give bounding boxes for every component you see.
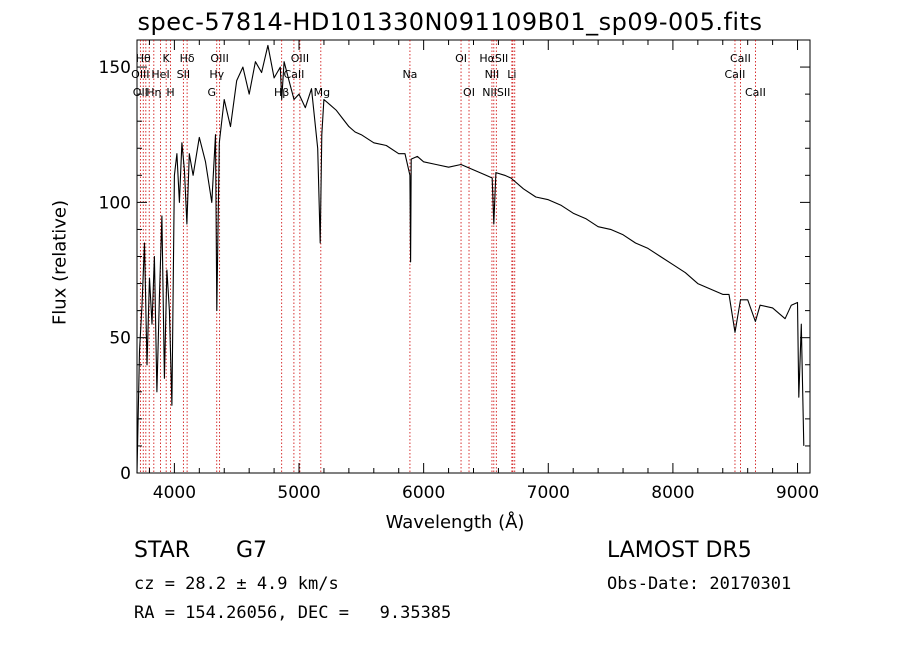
coordinates: RA = 154.26056, DEC = 9.35385 [134, 603, 452, 623]
survey-name: LAMOST DR5 [607, 538, 752, 563]
line-marker-label: Hβ [274, 86, 289, 99]
line-marker-label: K [163, 52, 171, 65]
object-subclass: G7 [236, 538, 268, 563]
chart-title: spec-57814-HD101330N091109B01_sp09-005.f… [137, 8, 763, 36]
observation-date: Obs-Date: 20170301 [607, 574, 792, 594]
line-marker-label: H [166, 86, 174, 99]
line-marker-label: Li [507, 68, 516, 81]
line-marker-label: SII [177, 68, 190, 81]
line-marker-label: Hθ [136, 52, 151, 65]
line-marker-label: Hγ [209, 68, 224, 81]
x-tick-label: 5000 [277, 483, 320, 503]
x-tick-label: 6000 [402, 483, 445, 503]
x-tick-label: 8000 [651, 483, 694, 503]
y-tick-label: 50 [109, 329, 131, 349]
plot-frame [136, 39, 811, 474]
line-marker-label: CaII [730, 52, 751, 65]
line-marker-label: CaII [745, 86, 766, 99]
line-marker-label: Hδ [180, 52, 195, 65]
object-class: STAR [134, 538, 191, 563]
y-tick-label: 100 [99, 193, 131, 213]
x-tick-label: 7000 [527, 483, 570, 503]
line-marker-label: NII [485, 68, 500, 81]
line-marker-label: OIII [210, 52, 228, 65]
x-axis-label: Wavelength (Å) [385, 512, 525, 533]
line-marker-label: OII [133, 86, 148, 99]
x-tick-label: 9000 [776, 483, 819, 503]
line-marker-label: HαSII [479, 52, 508, 65]
line-marker-label: OI [455, 52, 467, 65]
spectrum-line [136, 44, 805, 474]
x-tick-label: 4000 [153, 483, 196, 503]
y-tick-label: 150 [99, 58, 131, 78]
line-marker-label: OIII [131, 68, 149, 81]
line-marker-label: OI [463, 86, 475, 99]
redshift-velocity: cz = 28.2 ± 4.9 km/s [134, 574, 339, 594]
line-marker-label: OIII [291, 52, 309, 65]
line-marker-label: HeI [151, 68, 169, 81]
line-marker-label: Mg [314, 86, 330, 99]
y-tick-label: 0 [120, 464, 131, 484]
line-marker-label: CaII [725, 68, 746, 81]
line-marker-label: G [208, 86, 217, 99]
line-marker-label: Na [402, 68, 417, 81]
line-marker-label: Hη [146, 86, 161, 99]
y-axis-label: Flux (relative) [49, 199, 71, 326]
line-marker-label: CaII [283, 68, 304, 81]
line-marker-label: NIISII [482, 86, 510, 99]
